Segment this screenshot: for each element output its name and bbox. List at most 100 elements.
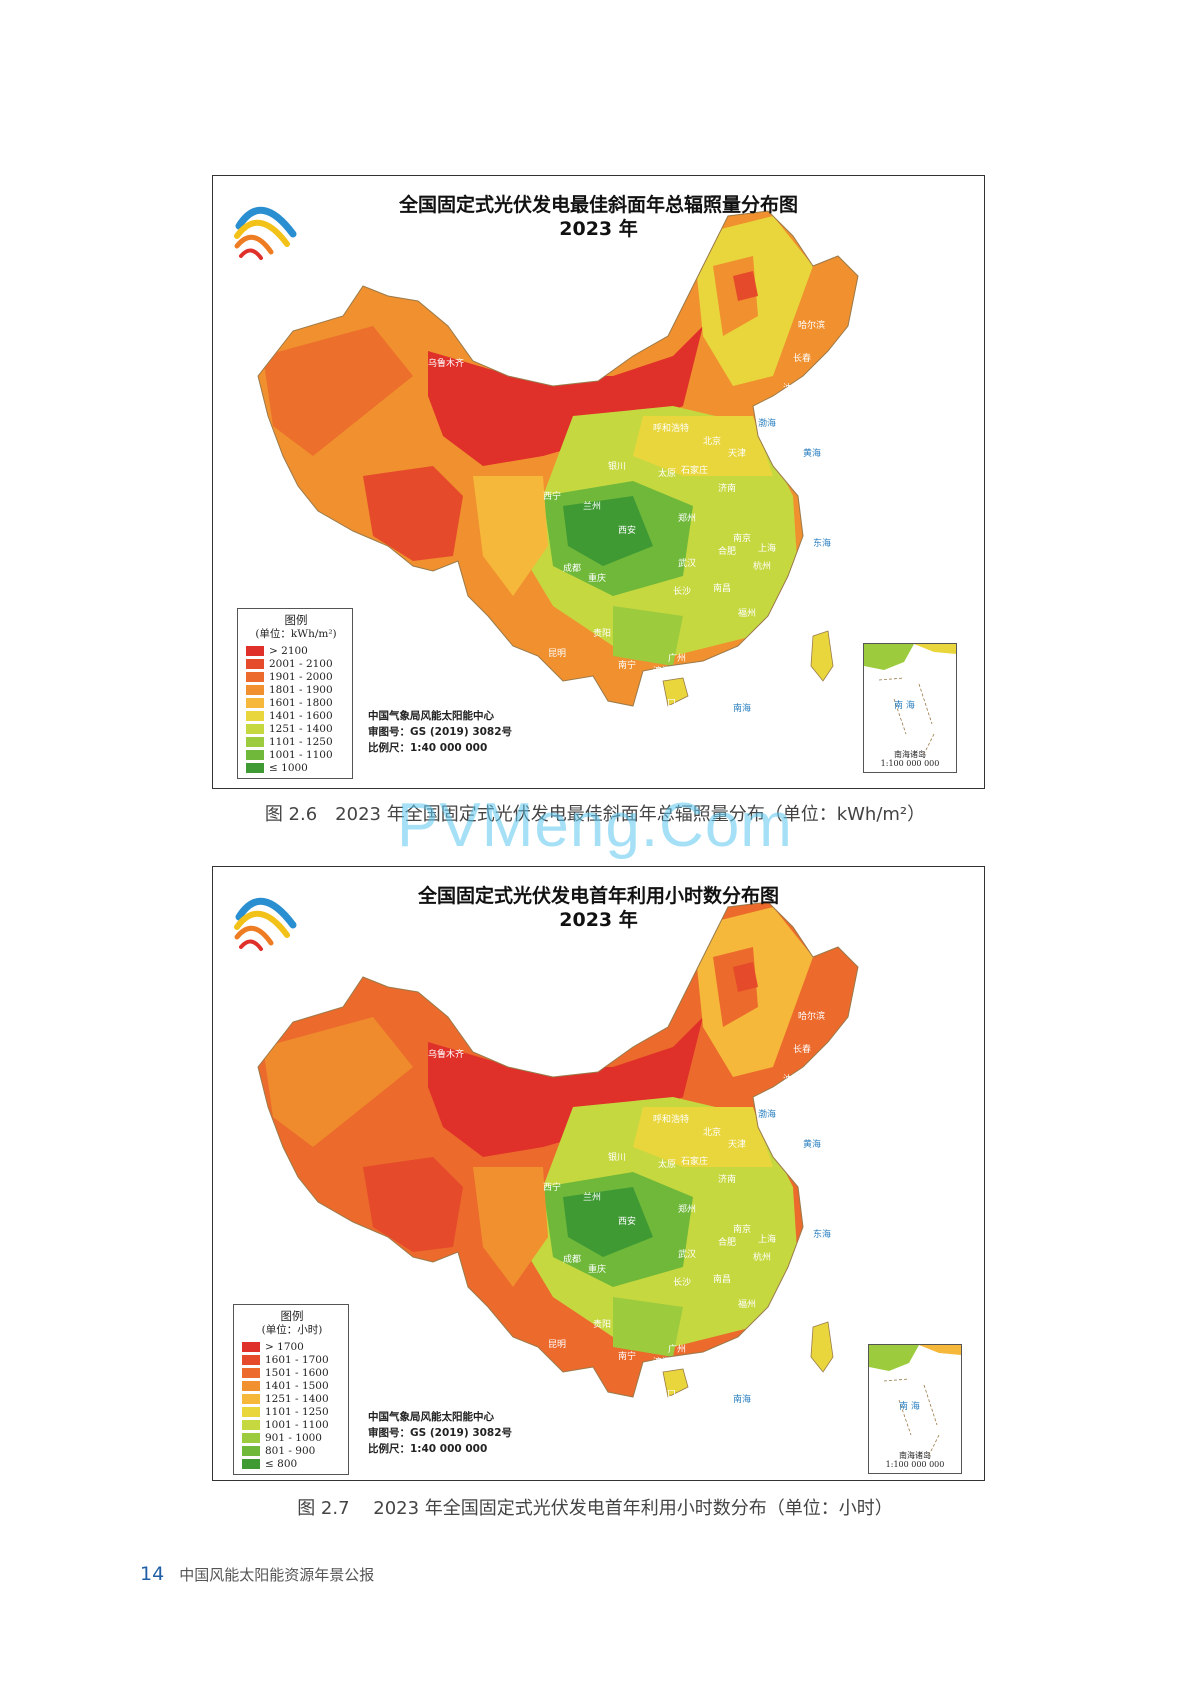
legend-item: 1601 - 1700 [242,1353,342,1366]
city-label: 兰州 [583,1191,601,1203]
legend-item: 1801 - 1900 [246,683,346,696]
legend-item: 1251 - 1400 [246,722,346,735]
legend-item: ≤ 800 [242,1457,342,1470]
city-label: 天津 [728,1139,746,1150]
inset-caption: 南海诸岛 1:100 000 000 [869,1451,961,1469]
legend-label: 1001 - 1100 [269,748,333,761]
legend-item: 1901 - 2000 [246,670,346,683]
map-legend: 图例 (单位：小时) > 1700 1601 - 1700 1501 - 1600 1… [233,1304,349,1475]
page-footer: 14 中国风能太阳能资源年景公报 [140,1563,374,1585]
city-label: 呼和浩特 [653,422,689,434]
logo-icon [234,206,297,260]
legend-label: 901 - 1000 [265,1431,322,1444]
city-label: 香港 [675,1356,693,1368]
legend-unit: (单位：kWh/m²) [255,628,337,640]
city-label: 兰州 [583,500,601,512]
inset-caption: 南海诸岛 1:100 000 000 [864,750,956,768]
map-title: 全国固定式光伏发电首年利用小时数分布图 [417,885,779,907]
city-label: 澳门 [653,665,671,677]
credit-scale: 比例尺：1:40 000 000 [368,742,488,754]
legend-label: > 1700 [265,1340,304,1353]
legend-label: 1001 - 1100 [265,1418,329,1431]
city-label: 长春 [793,352,811,364]
legend-label: 1601 - 1700 [265,1353,329,1366]
credit-scale: 比例尺：1:40 000 000 [368,1443,488,1455]
watermark: PVMeng.Com [397,791,793,860]
legend-label: 1401 - 1600 [269,709,333,722]
legend-item: 901 - 1000 [242,1431,342,1444]
credit-org: 中国气象局风能太阳能中心 [368,710,494,722]
city-label: 上海 [758,1233,776,1245]
city-label: 沈阳 [783,382,801,394]
legend-item: 2001 - 2100 [246,657,346,670]
figure-caption: 图 2.7 2023 年全国固定式光伏发电首年利用小时数分布（单位：小时） [297,1498,893,1519]
city-label: 石家庄 [681,1155,708,1167]
city-label: 海口 [658,697,676,709]
map-title: 全国固定式光伏发电最佳斜面年总辐照量分布图 [398,194,798,216]
city-label: 乌鲁木齐 [428,357,464,369]
city-label: 哈尔滨 [798,319,825,331]
legend-swatch [246,762,264,773]
city-label: 石家庄 [681,464,708,476]
legend-swatch [242,1458,260,1469]
page-number: 14 [140,1563,165,1585]
city-label: 太原 [658,467,676,479]
legend-label: 1401 - 1500 [265,1379,329,1392]
city-label: 拉萨 [383,583,401,595]
legend-item: 1101 - 1250 [242,1405,342,1418]
legend-label: ≤ 800 [265,1457,298,1470]
city-label: 贵阳 [593,627,611,639]
city-label: 南京 [733,532,751,544]
legend-label: 1501 - 1600 [265,1366,329,1379]
legend-swatch [246,723,264,734]
city-label: 西宁 [543,1181,561,1193]
sea-label: 东海 [813,1228,831,1240]
inset-title: 南海诸岛 [894,750,926,759]
legend-item: 1401 - 1600 [246,709,346,722]
legend-swatch [246,671,264,682]
legend-label: 801 - 900 [265,1444,316,1457]
legend-label: ≤ 1000 [269,761,308,774]
legend-swatch [246,684,264,695]
city-label: 南宁 [618,1350,636,1362]
city-label: 重庆 [588,572,606,584]
legend-swatch [242,1341,260,1352]
legend-label: 1901 - 2000 [269,670,333,683]
map-legend: 图例 (单位：kWh/m²) > 2100 2001 - 2100 1901 - 2… [237,608,353,779]
city-label: 成都 [563,1253,581,1265]
sea-label: 东海 [813,537,831,549]
legend-item: > 2100 [246,644,346,657]
city-label: 拉萨 [383,1274,401,1286]
legend-swatch [246,749,264,760]
legend-label: 1801 - 1900 [269,683,333,696]
legend-item: 1101 - 1250 [246,735,346,748]
south-china-sea-inset: 南 海 南海诸岛 1:100 000 000 [868,1344,962,1474]
inset-sea-label: 南 海 [899,1400,920,1412]
city-label: 广州 [668,652,686,664]
legend-item: 1001 - 1100 [246,748,346,761]
legend-swatch [246,697,264,708]
city-label: 哈尔滨 [798,1010,825,1022]
figure-caption: 图 2.6 2023 年全国固定式光伏发电最佳斜面年总辐照量分布（单位：kWh/… [264,804,926,825]
inset-sea-label: 南 海 [894,699,915,711]
city-label: 福州 [738,607,756,619]
city-label: 呼和浩特 [653,1113,689,1125]
map-year: 2023 年 [559,218,638,240]
legend-swatch [242,1445,260,1456]
city-label: 长沙 [673,585,691,597]
city-label: 银川 [608,460,626,472]
legend-swatch [242,1367,260,1378]
city-label: 西宁 [543,490,561,502]
city-label: 乌鲁木齐 [428,1048,464,1060]
city-label: 西安 [618,1215,636,1227]
city-label: 香港 [675,665,693,677]
city-label: 北京 [703,435,721,447]
city-label: 南京 [733,1223,751,1235]
legend-swatch [246,710,264,721]
legend-label: 2001 - 2100 [269,657,333,670]
credit-org: 中国气象局风能太阳能中心 [368,1411,494,1423]
sea-label: 渤海 [758,1108,776,1120]
sea-label: 黄海 [803,447,821,459]
legend-label: > 2100 [269,644,308,657]
sea-label: 黄海 [803,1138,821,1150]
